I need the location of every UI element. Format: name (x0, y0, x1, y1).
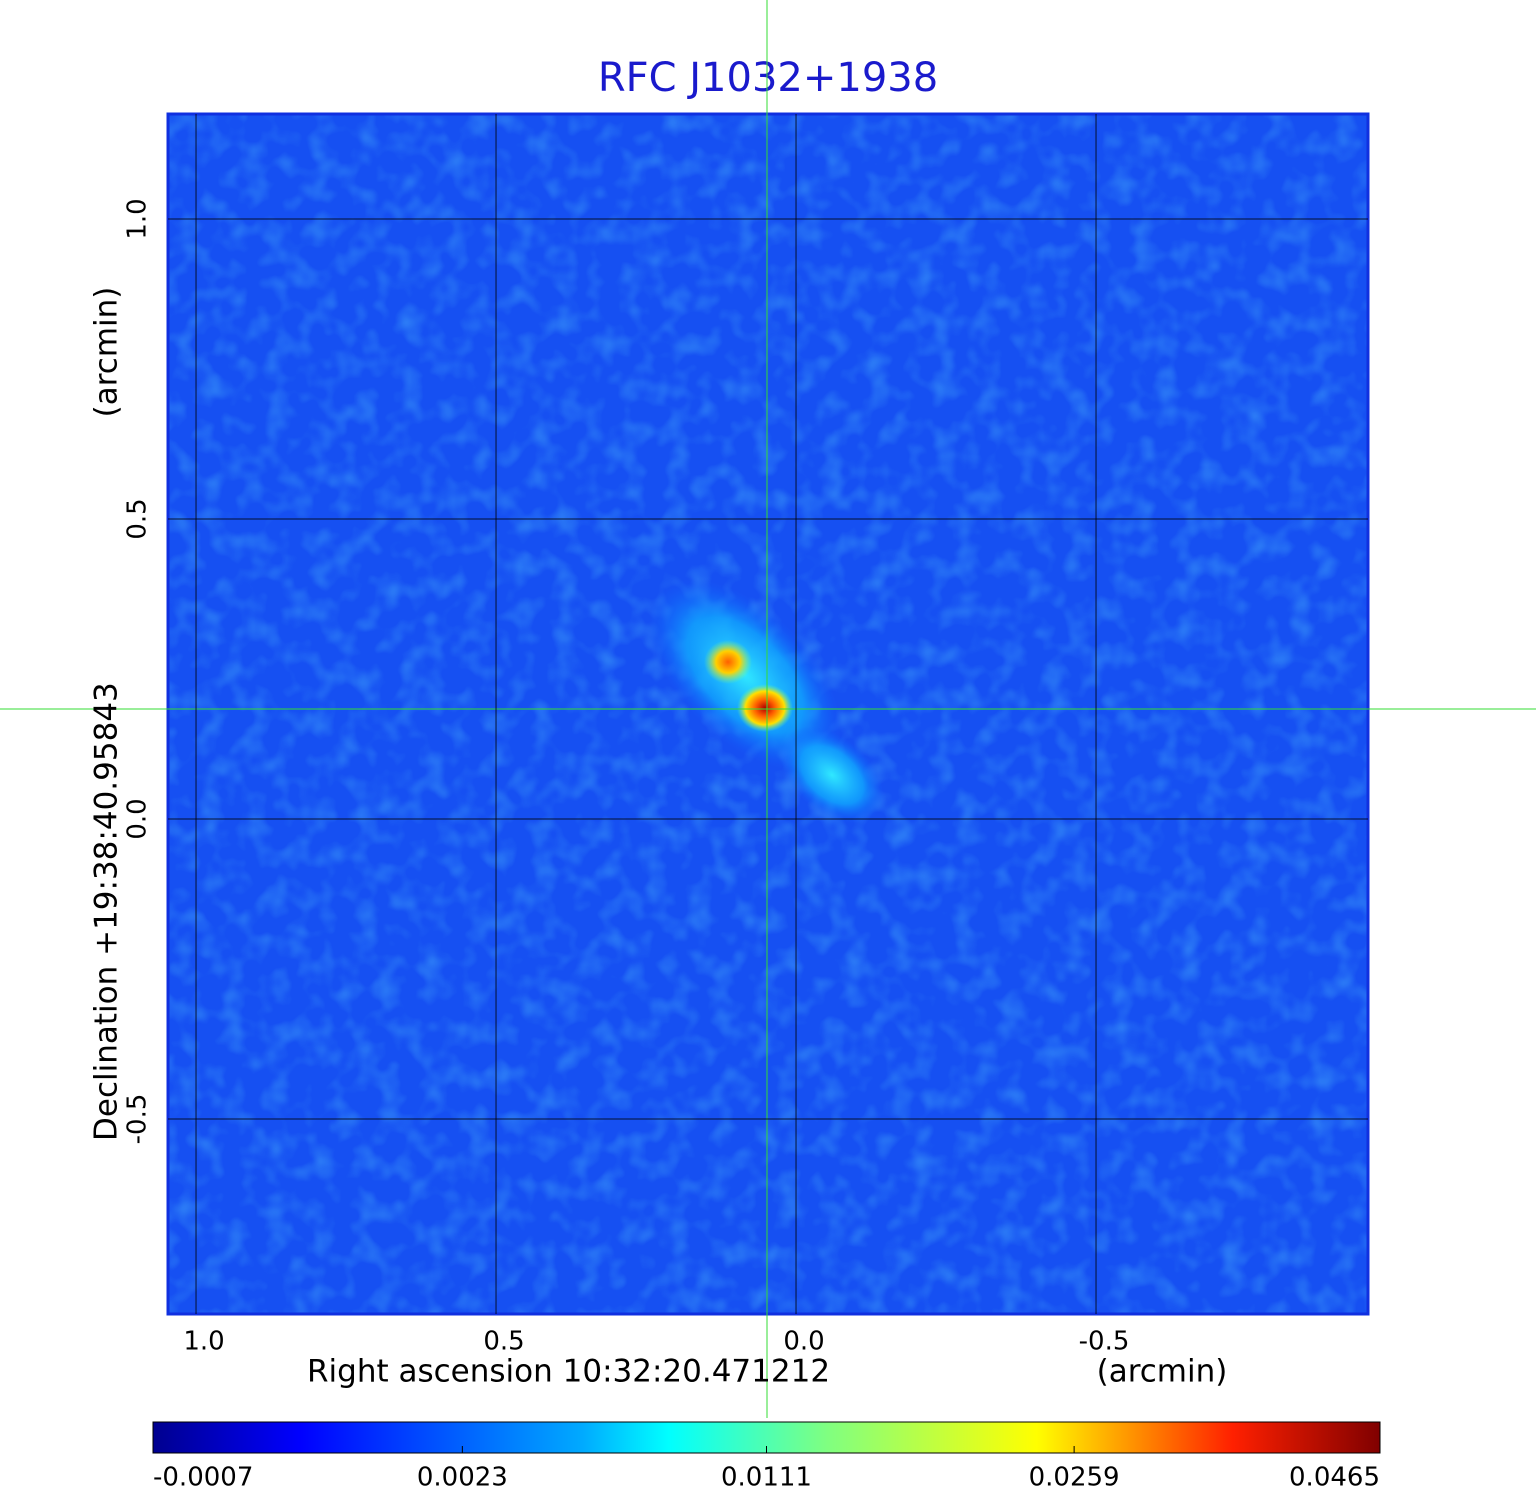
x-tick-label: -0.5 (1079, 1327, 1130, 1357)
y-tick-label: -0.5 (123, 1094, 153, 1145)
source-core (737, 684, 793, 732)
colorbar-tick-label: 0.0111 (721, 1463, 812, 1493)
x-axis-label: Right ascension 10:32:20.471212 (307, 1354, 830, 1390)
x-tick-label: 0.0 (783, 1327, 824, 1357)
x-tick-label: 0.5 (483, 1327, 524, 1357)
chart-title: RFC J1032+1938 (598, 55, 938, 101)
sky-image (166, 112, 1370, 1316)
y-tick-label: 0.0 (123, 798, 153, 839)
colorbar-tick-label: 0.0023 (417, 1463, 508, 1493)
colorbar-tick-label: 0.0259 (1029, 1463, 1120, 1493)
colorbar-tick-label: -0.0007 (153, 1463, 253, 1493)
colorbar-tick-label: 0.0465 (1289, 1463, 1380, 1493)
source-glow (779, 726, 885, 824)
x-tick-label: 1.0 (183, 1327, 224, 1357)
x-axis-unit: (arcmin) (1097, 1354, 1228, 1390)
y-tick-label: 1.0 (123, 198, 153, 239)
source-component (704, 640, 752, 684)
y-axis-label: Declination +19:38:40.95843 (89, 682, 125, 1141)
image-frame (166, 112, 1370, 1316)
y-axis-unit: (arcmin) (89, 287, 125, 418)
y-tick-label: 0.5 (123, 498, 153, 539)
